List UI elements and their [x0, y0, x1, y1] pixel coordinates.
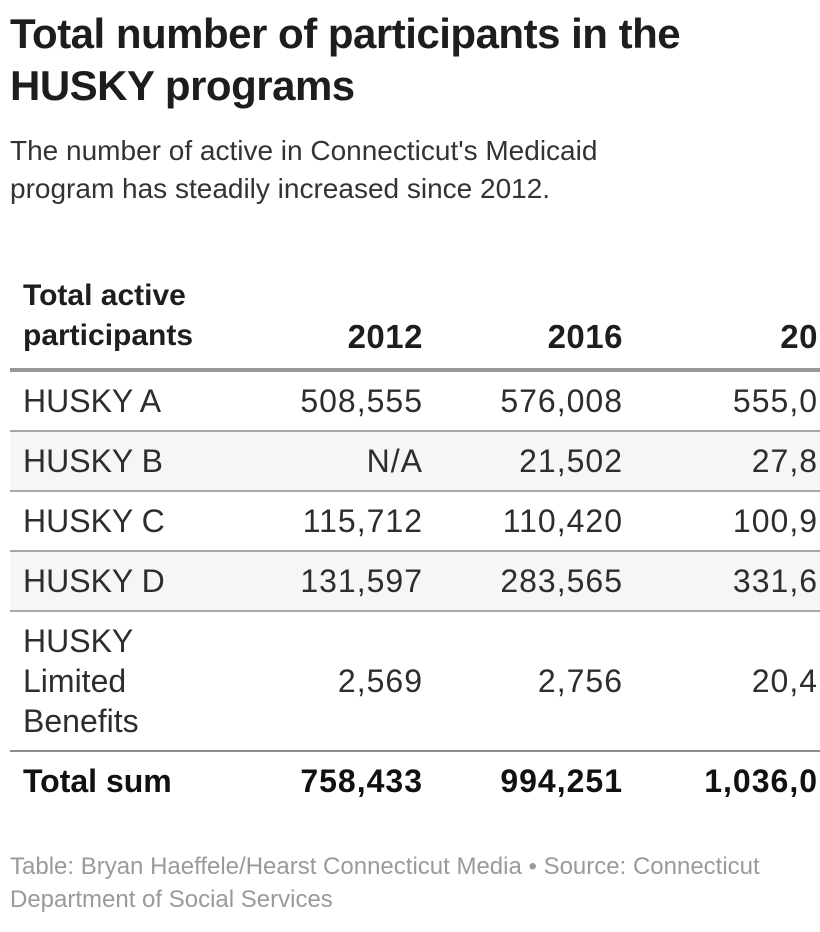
row-value: 100,9 — [732, 503, 818, 539]
row-value: 508,555 — [300, 383, 423, 419]
column-header-2012: 2012 — [347, 318, 423, 355]
table-row: HUSKY C 115,712 110,420 100,9 — [10, 491, 820, 551]
page-description-line-1: The number of active in Connecticut's Me… — [10, 135, 598, 166]
row-value: 115,712 — [302, 503, 423, 539]
row-value: 283,565 — [500, 563, 623, 599]
row-value: 110,420 — [502, 503, 623, 539]
row-value: N/A — [366, 443, 423, 479]
total-row-value: 758,433 — [300, 763, 423, 799]
column-header-2016: 2016 — [547, 318, 623, 355]
table-header: Total active participants 2012 2016 20 — [10, 260, 820, 370]
total-row: Total sum 758,433 994,251 1,036,0 — [10, 751, 820, 810]
row-value: 331,6 — [732, 563, 818, 599]
table-row: HUSKY Limited Benefits 2,569 2,756 20,4 — [10, 611, 820, 751]
table-attribution: Table: Bryan Haeffele/Hearst Connecticut… — [10, 850, 820, 916]
page-title-line-2: HUSKY programs — [10, 62, 355, 109]
row-label: HUSKY A — [23, 383, 162, 419]
row-label: HUSKY B — [23, 443, 163, 479]
table-row: HUSKY D 131,597 283,565 331,6 — [10, 551, 820, 611]
row-value: 2,756 — [537, 663, 623, 699]
page-description-line-2: program has steadily increased since 201… — [10, 173, 551, 204]
column-header-clipped-year: 20 — [780, 318, 818, 355]
row-value: 131,597 — [300, 563, 423, 599]
total-row-label: Total sum — [23, 763, 172, 799]
row-label: HUSKY D — [23, 563, 165, 599]
table-total-section: Total sum 758,433 994,251 1,036,0 — [10, 751, 820, 810]
participants-table: Total active participants 2012 2016 20 H… — [10, 260, 820, 810]
row-value: 555,0 — [732, 383, 818, 419]
row-value: 576,008 — [500, 383, 623, 419]
total-row-value: 994,251 — [500, 763, 623, 799]
attribution-line-1: Table: Bryan Haeffele/Hearst Connecticut… — [10, 853, 760, 880]
row-value: 21,502 — [519, 443, 623, 479]
row-label: HUSKY C — [23, 503, 165, 539]
page-description: The number of active in Connecticut's Me… — [10, 132, 820, 208]
row-value: 20,4 — [751, 663, 818, 699]
row-value: 2,569 — [337, 663, 423, 699]
table-row: HUSKY A 508,555 576,008 555,0 — [10, 370, 820, 431]
table-body: HUSKY A 508,555 576,008 555,0 HUSKY B N/A 21,5… — [10, 370, 820, 751]
page-title: Total number of participants in the HUSK… — [10, 8, 820, 112]
page-title-line-1: Total number of participants in the — [10, 10, 681, 57]
total-row-value: 1,036,0 — [704, 763, 818, 799]
column-header-label: Total active participants — [23, 279, 194, 352]
row-label: HUSKY Limited Benefits — [23, 623, 139, 739]
row-value: 27,8 — [751, 443, 818, 479]
table-header-row: Total active participants 2012 2016 20 — [10, 260, 820, 370]
attribution-line-2: Department of Social Services — [10, 886, 333, 913]
table-row: HUSKY B N/A 21,502 27,8 — [10, 431, 820, 491]
